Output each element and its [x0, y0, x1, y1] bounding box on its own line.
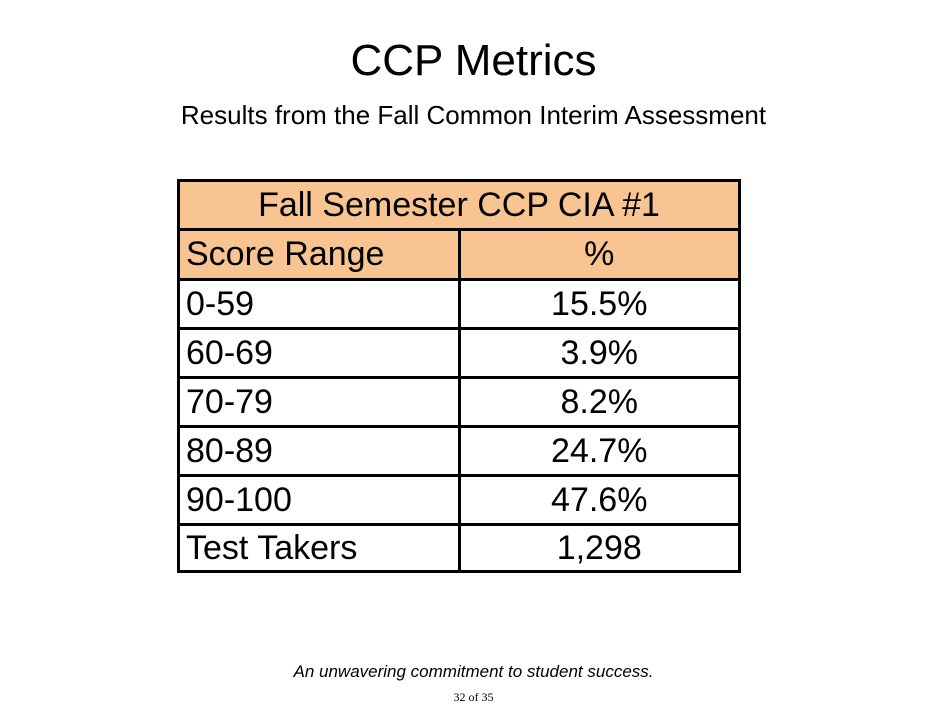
column-header-percent: %	[457, 228, 741, 281]
score-range-cell: 60-69	[177, 327, 461, 379]
score-range-cell: 70-79	[177, 376, 461, 428]
score-range-cell: 90-100	[177, 474, 461, 526]
percent-cell: 3.9%	[457, 327, 741, 379]
table-body: 0-59 15.5% 60-69 3.9% 70-79 8.2% 80-89 2…	[177, 278, 741, 526]
column-header-score-range: Score Range	[177, 228, 461, 281]
table-title-row: Fall Semester CCP CIA #1	[177, 179, 741, 231]
table-header-row: Score Range %	[177, 228, 741, 281]
page-number: 32 of 35	[453, 690, 494, 704]
table-row: 60-69 3.9%	[177, 327, 741, 379]
summary-value: 1,298	[457, 523, 741, 573]
page-title: CCP Metrics	[350, 36, 597, 85]
table-title: Fall Semester CCP CIA #1	[177, 179, 741, 231]
table-row: 0-59 15.5%	[177, 278, 741, 330]
percent-cell: 8.2%	[457, 376, 741, 428]
footer-motto: An unwavering commitment to student succ…	[293, 662, 654, 681]
table-row: 90-100 47.6%	[177, 474, 741, 526]
results-table: Fall Semester CCP CIA #1 Score Range % 0…	[177, 179, 741, 573]
percent-cell: 47.6%	[457, 474, 741, 526]
summary-label: Test Takers	[177, 523, 461, 573]
summary-row: Test Takers 1,298	[177, 523, 741, 573]
table-row: 70-79 8.2%	[177, 376, 741, 428]
table-row: 80-89 24.7%	[177, 425, 741, 477]
percent-cell: 15.5%	[457, 278, 741, 330]
page-subtitle: Results from the Fall Common Interim Ass…	[180, 100, 767, 130]
score-range-cell: 0-59	[177, 278, 461, 330]
percent-cell: 24.7%	[457, 425, 741, 477]
score-range-cell: 80-89	[177, 425, 461, 477]
